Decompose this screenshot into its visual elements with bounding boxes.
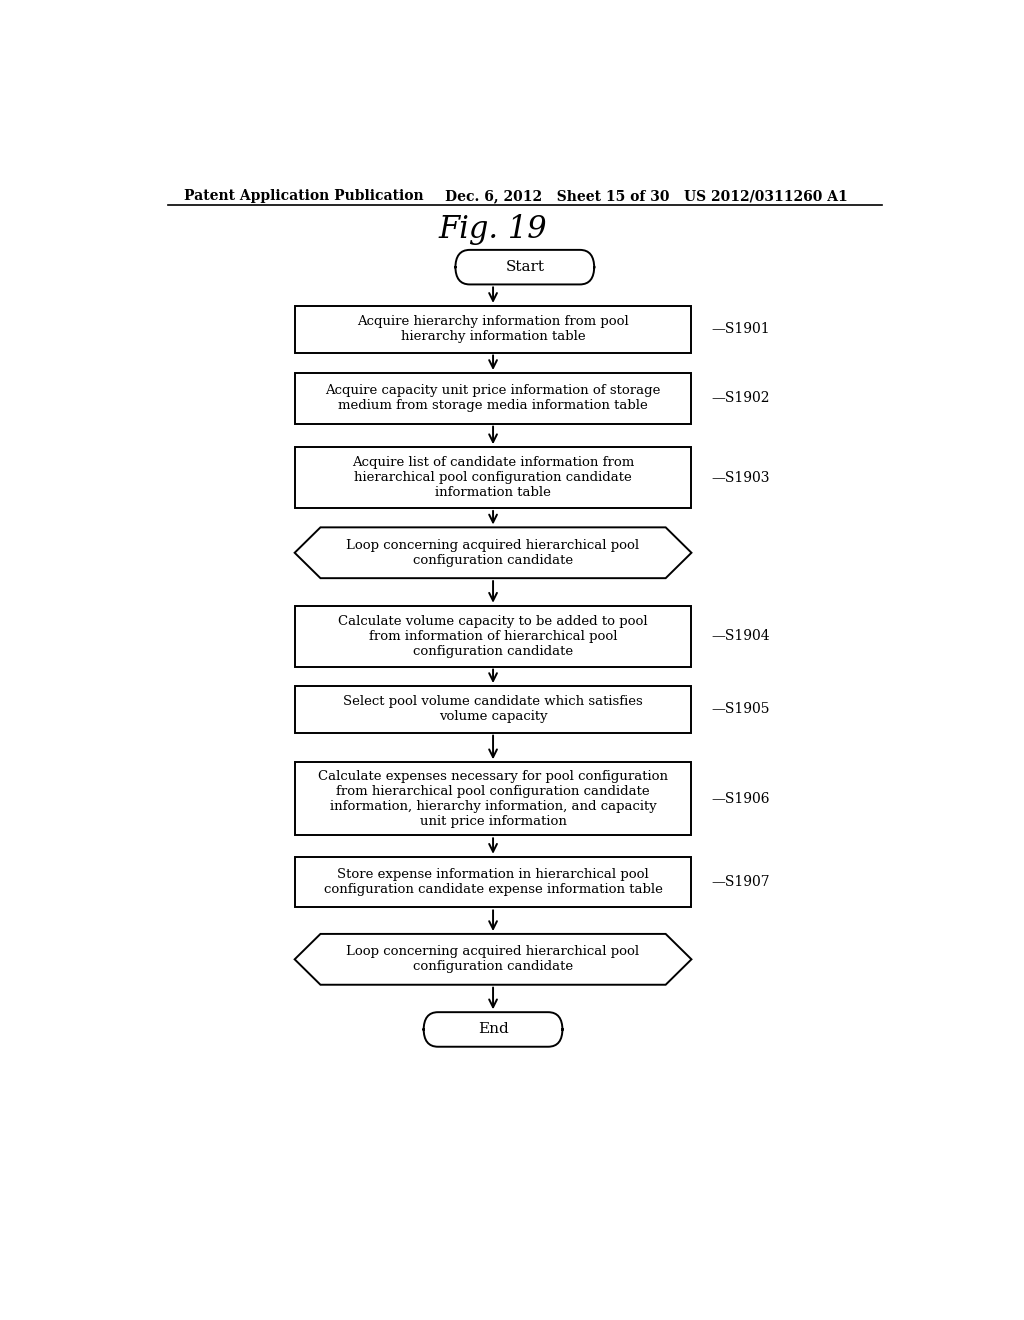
Polygon shape	[295, 935, 691, 985]
Text: —S1904: —S1904	[712, 630, 770, 643]
Bar	[295, 762, 691, 836]
Text: —S1907: —S1907	[712, 875, 770, 890]
Text: End: End	[477, 1023, 509, 1036]
Bar	[295, 686, 691, 733]
Bar	[295, 857, 691, 907]
Text: Calculate expenses necessary for pool configuration
from hierarchical pool confi: Calculate expenses necessary for pool co…	[318, 770, 668, 828]
Text: Acquire list of candidate information from
hierarchical pool configuration candi: Acquire list of candidate information fr…	[352, 455, 634, 499]
Polygon shape	[295, 528, 691, 578]
Text: Acquire capacity unit price information of storage
medium from storage media inf: Acquire capacity unit price information …	[326, 384, 660, 412]
Text: Dec. 6, 2012   Sheet 15 of 30: Dec. 6, 2012 Sheet 15 of 30	[445, 189, 670, 203]
Text: —S1903: —S1903	[712, 470, 770, 484]
Text: Loop concerning acquired hierarchical pool
configuration candidate: Loop concerning acquired hierarchical po…	[346, 539, 640, 566]
FancyBboxPatch shape	[456, 249, 594, 284]
Bar	[295, 606, 691, 667]
Text: —S1901: —S1901	[712, 322, 770, 337]
Text: —S1902: —S1902	[712, 391, 770, 405]
Text: Calculate volume capacity to be added to pool
from information of hierarchical p: Calculate volume capacity to be added to…	[338, 615, 648, 657]
Text: Select pool volume candidate which satisfies
volume capacity: Select pool volume candidate which satis…	[343, 696, 643, 723]
Text: Start: Start	[505, 260, 545, 275]
Bar	[295, 372, 691, 424]
Text: Patent Application Publication: Patent Application Publication	[183, 189, 423, 203]
Text: —S1905: —S1905	[712, 702, 770, 717]
Text: Loop concerning acquired hierarchical pool
configuration candidate: Loop concerning acquired hierarchical po…	[346, 945, 640, 973]
Text: US 2012/0311260 A1: US 2012/0311260 A1	[684, 189, 847, 203]
Bar	[295, 306, 691, 352]
Text: Acquire hierarchy information from pool
hierarchy information table: Acquire hierarchy information from pool …	[357, 315, 629, 343]
FancyBboxPatch shape	[424, 1012, 562, 1047]
Text: Fig. 19: Fig. 19	[438, 214, 548, 246]
Bar	[295, 447, 691, 508]
Text: Store expense information in hierarchical pool
configuration candidate expense i: Store expense information in hierarchica…	[324, 869, 663, 896]
Text: —S1906: —S1906	[712, 792, 770, 805]
